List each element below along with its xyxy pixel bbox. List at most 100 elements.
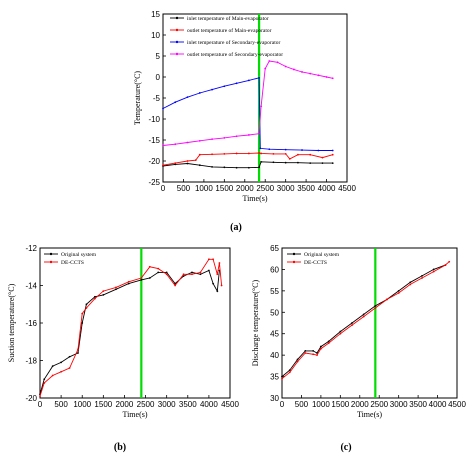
x-tick-label: 3500 <box>297 184 315 193</box>
series-line-1 <box>162 161 333 169</box>
x-tick-label: 0 <box>38 400 43 409</box>
data-point <box>174 282 177 285</box>
data-point <box>339 330 342 333</box>
data-point <box>260 160 263 163</box>
y-tick-label: 10 <box>151 31 160 40</box>
x-axis-label: Time(s) <box>242 194 267 203</box>
data-point <box>39 395 41 398</box>
y-tick-label: -12 <box>25 244 37 253</box>
y-tick-label: 0 <box>156 73 161 82</box>
data-point <box>268 148 271 151</box>
data-point <box>198 153 201 156</box>
legend-marker <box>292 260 296 264</box>
legend-marker <box>49 260 53 264</box>
x-tick-label: 500 <box>54 400 68 409</box>
y-tick-label: 65 <box>270 244 279 253</box>
y-axis-label: Temperature(°C) <box>133 71 142 126</box>
data-point <box>102 293 105 296</box>
x-tick-label: 500 <box>295 400 309 409</box>
x-tick-label: 1500 <box>94 400 112 409</box>
x-tick-label: 0 <box>161 184 166 193</box>
data-point <box>211 138 213 141</box>
data-point <box>81 312 84 315</box>
data-point <box>374 307 377 309</box>
data-point <box>223 166 226 169</box>
data-point <box>68 367 71 369</box>
data-point <box>432 268 435 271</box>
x-tick-label: 1500 <box>215 184 233 193</box>
data-point <box>182 273 185 276</box>
legend-marker <box>175 52 179 56</box>
y-tick-label: 5 <box>156 52 161 61</box>
y-tick-label: 50 <box>270 308 279 317</box>
y-tick-label: 35 <box>270 373 279 382</box>
x-tick-label: 1000 <box>195 184 213 193</box>
data-point <box>223 152 226 155</box>
data-point <box>331 77 334 80</box>
y-tick-label: -25 <box>148 178 160 187</box>
data-point <box>85 303 88 306</box>
y-tick-label: 40 <box>270 351 279 360</box>
data-point <box>321 156 324 159</box>
data-point <box>304 349 307 352</box>
legend-entry: inlet temperature of Main-evaporator <box>187 15 269 22</box>
chart-panel-1: 0 500 1000 1500 2000 2500 3000 3500 4000 4500 -25 -… <box>133 10 356 233</box>
data-point <box>386 298 388 301</box>
data-point <box>331 149 334 152</box>
data-point <box>211 153 213 156</box>
data-point <box>198 139 201 142</box>
data-point <box>235 135 238 138</box>
data-point <box>127 282 130 285</box>
x-tick-label: 500 <box>177 184 191 193</box>
data-point <box>297 153 299 156</box>
data-point <box>127 280 130 283</box>
x-tick-label: 3000 <box>158 400 176 409</box>
data-point <box>93 297 96 300</box>
y-tick-label: -5 <box>153 94 161 103</box>
data-point <box>186 160 189 162</box>
x-tick-label: 1000 <box>73 400 91 409</box>
chart-panel-3: 0 500 1000 1500 2000 2500 3000 3500 4000 4500 30 35… <box>251 244 466 453</box>
data-point <box>374 304 377 307</box>
x-tick-label: 4500 <box>338 184 356 193</box>
data-point <box>212 282 215 285</box>
data-point <box>162 164 164 167</box>
data-point <box>186 162 189 165</box>
data-point <box>321 162 324 165</box>
data-point <box>331 153 334 156</box>
legend-entry: outlet temperature of Secondary-evaporat… <box>187 51 283 58</box>
data-point <box>325 76 328 78</box>
x-tick-label: 3000 <box>390 400 408 409</box>
y-tick-label: -16 <box>25 319 37 328</box>
x-tick-label: 3500 <box>179 400 197 409</box>
series-line-2 <box>162 152 333 166</box>
data-point <box>199 271 202 274</box>
data-point <box>260 152 263 155</box>
data-point <box>258 152 260 154</box>
data-point <box>327 342 330 345</box>
x-tick-label: 2000 <box>351 400 369 409</box>
legend-marker <box>175 16 179 20</box>
panel-label: (a) <box>230 222 242 233</box>
data-point <box>258 132 260 135</box>
data-point <box>312 349 315 352</box>
data-point <box>281 375 283 378</box>
data-point <box>102 290 105 293</box>
data-point <box>260 105 263 108</box>
x-tick-label: 4500 <box>448 400 466 409</box>
data-point <box>174 143 177 146</box>
legend-marker <box>175 28 179 32</box>
data-point <box>258 76 260 79</box>
data-point <box>247 166 250 169</box>
y-tick-label: -20 <box>25 394 37 403</box>
y-tick-label: 30 <box>270 394 279 403</box>
data-point <box>93 295 96 298</box>
data-point <box>165 273 168 276</box>
data-point <box>43 378 46 381</box>
data-point <box>331 162 334 165</box>
data-point <box>162 107 164 110</box>
data-point <box>115 288 117 291</box>
data-point <box>301 149 303 151</box>
x-axis-label: Time(s) <box>122 410 147 419</box>
